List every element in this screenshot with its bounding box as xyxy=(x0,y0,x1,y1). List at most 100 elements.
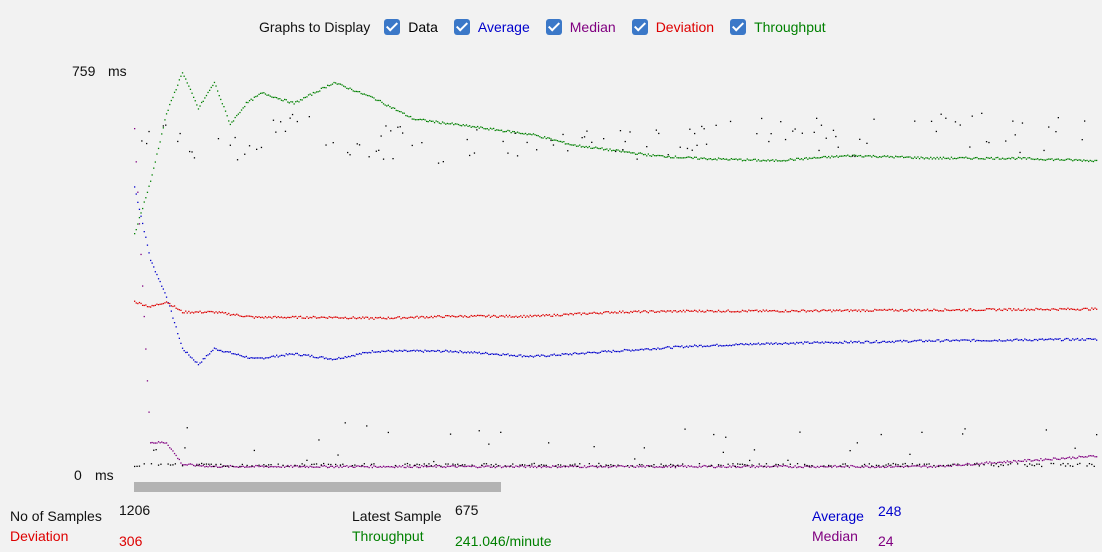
throughput-point xyxy=(697,158,699,160)
deviation-point xyxy=(537,314,539,316)
median-point xyxy=(642,465,645,467)
median-point xyxy=(299,466,302,468)
average-point xyxy=(165,296,168,298)
deviation-point xyxy=(625,311,627,313)
deviation-point xyxy=(910,309,913,311)
deviation-point xyxy=(810,310,812,312)
average-point xyxy=(1072,338,1074,340)
deviation-point xyxy=(451,315,453,317)
data-point xyxy=(758,463,760,465)
throughput-point xyxy=(725,158,728,160)
average-point xyxy=(221,350,223,353)
median-point xyxy=(504,465,506,467)
median-point xyxy=(577,465,579,467)
average-checkbox[interactable]: Average xyxy=(453,19,530,35)
throughput-point xyxy=(162,127,164,129)
average-point xyxy=(276,354,278,356)
deviation-point xyxy=(567,314,570,316)
data-point xyxy=(160,463,162,465)
data-point xyxy=(437,162,440,164)
average-point xyxy=(445,349,447,351)
throughput-point xyxy=(1083,159,1085,161)
throughput-value: 241.046/minute xyxy=(455,533,552,549)
deviation-checkbox[interactable]: Deviation xyxy=(631,19,714,35)
deviation-point xyxy=(201,312,203,314)
deviation-point xyxy=(175,307,177,309)
average-point xyxy=(647,348,649,350)
checkbox-checked-icon[interactable] xyxy=(730,19,747,35)
median-point xyxy=(1056,458,1058,460)
throughput-point xyxy=(346,87,348,89)
average-point xyxy=(947,339,949,341)
deviation-point xyxy=(524,316,527,318)
average-point xyxy=(232,353,235,355)
average-point xyxy=(322,356,324,358)
throughput-point xyxy=(823,155,825,158)
throughput-checkbox[interactable]: Throughput xyxy=(730,19,826,35)
median-point xyxy=(234,466,236,468)
throughput-point xyxy=(729,159,731,161)
checkbox-checked-icon[interactable] xyxy=(384,19,401,35)
throughput-point xyxy=(756,160,758,162)
average-point xyxy=(883,340,886,342)
average-point xyxy=(418,350,420,352)
throughput-point xyxy=(748,159,750,161)
throughput-point xyxy=(784,160,787,162)
median-point xyxy=(901,465,903,468)
average-point xyxy=(197,364,200,366)
deviation-point xyxy=(984,309,986,311)
average-point xyxy=(279,355,281,357)
median-checkbox[interactable]: Median xyxy=(545,19,616,35)
checkbox-checked-icon[interactable] xyxy=(631,19,648,35)
throughput-point xyxy=(724,158,726,160)
median-point xyxy=(1000,461,1002,463)
throughput-point xyxy=(954,157,956,159)
deviation-point xyxy=(358,316,361,319)
deviation-point xyxy=(167,302,169,304)
average-point xyxy=(695,345,697,347)
throughput-point xyxy=(567,143,570,145)
deviation-point xyxy=(513,316,515,318)
median-point xyxy=(826,466,828,468)
median-point xyxy=(910,465,913,467)
deviation-point xyxy=(137,302,139,305)
data-point xyxy=(222,465,224,467)
throughput-point xyxy=(550,138,552,140)
throughput-point xyxy=(315,91,318,93)
deviation-point xyxy=(1017,308,1020,310)
average-point xyxy=(649,349,651,351)
average-point xyxy=(453,351,455,353)
median-point xyxy=(984,462,986,464)
throughput-point xyxy=(421,119,423,121)
median-point xyxy=(582,466,584,469)
deviation-point xyxy=(317,317,319,319)
deviation-point xyxy=(1091,307,1093,309)
graph-horizontal-scrollbar[interactable] xyxy=(134,482,501,492)
data-point xyxy=(784,138,787,141)
deviation-point xyxy=(756,309,758,311)
deviation-point xyxy=(180,309,182,311)
median-point xyxy=(917,465,919,467)
average-point xyxy=(422,351,425,353)
deviation-point xyxy=(872,310,874,312)
median-point xyxy=(416,466,418,468)
median-point xyxy=(695,466,697,468)
median-point xyxy=(496,466,498,468)
median-point xyxy=(296,465,298,467)
average-point xyxy=(823,342,825,344)
data-point xyxy=(265,465,267,467)
checkbox-checked-icon[interactable] xyxy=(453,19,470,35)
data-point xyxy=(442,161,444,163)
median-point xyxy=(946,465,948,467)
deviation-point xyxy=(776,310,779,312)
deviation-point xyxy=(882,309,884,311)
deviation-point xyxy=(998,308,1000,310)
throughput-point xyxy=(172,96,174,99)
median-point xyxy=(619,465,621,467)
checkbox-checked-icon[interactable] xyxy=(545,19,562,35)
throughput-point xyxy=(1019,157,1021,159)
deviation-point xyxy=(775,310,777,312)
data-checkbox[interactable]: Data xyxy=(384,19,438,35)
median-point xyxy=(438,464,440,467)
deviation-point xyxy=(571,313,573,315)
